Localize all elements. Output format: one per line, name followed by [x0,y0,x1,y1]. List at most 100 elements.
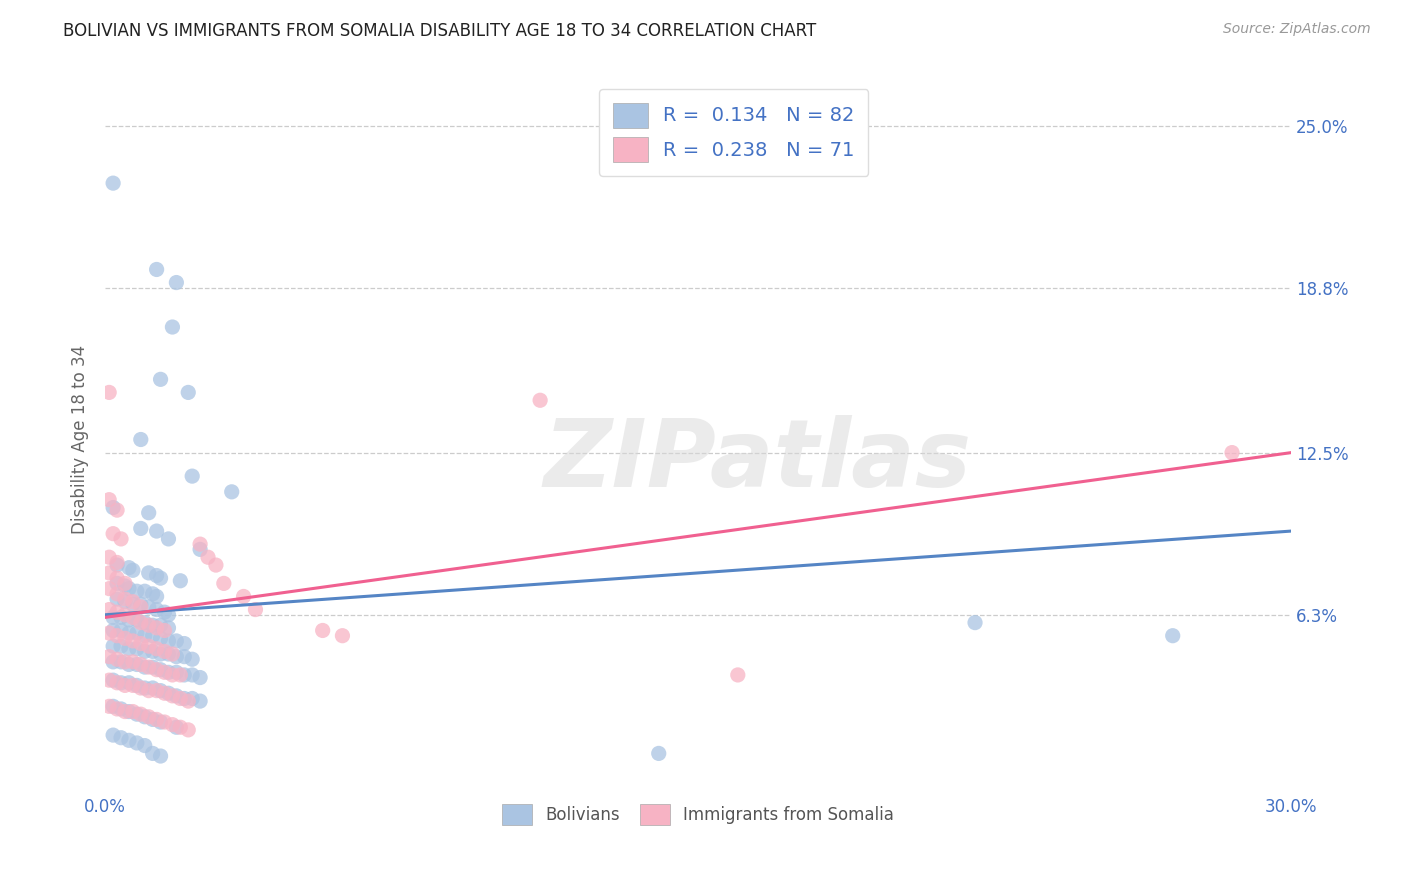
Point [165,649,187,664]
Point [145,602,167,616]
Point [188,694,211,708]
Point [118,675,141,690]
Point [118,657,141,672]
Point [205,558,228,572]
Point [181,652,204,666]
Point [142,644,165,658]
Point [125,641,148,656]
Point [177,694,200,708]
Point [177,385,200,400]
Point [138,710,160,724]
Point [129,599,152,614]
Point [145,524,167,538]
Point [165,689,187,703]
Point [129,707,152,722]
Point [105,558,128,572]
Point [122,563,145,577]
Point [153,665,176,680]
Point [125,707,148,722]
Point [101,699,124,714]
Point [648,747,671,761]
Point [101,728,124,742]
Point [110,731,132,745]
Point [529,393,551,408]
Point [138,639,160,653]
Point [134,681,156,695]
Point [105,652,128,666]
Point [118,705,141,719]
Point [105,571,128,585]
Point [114,579,136,593]
Point [98,582,121,596]
Point [129,657,152,672]
Point [157,647,180,661]
Point [114,655,136,669]
Point [169,574,191,588]
Point [134,739,156,753]
Point [110,639,132,653]
Point [122,595,145,609]
Point [169,720,191,734]
Point [110,532,132,546]
Point [129,615,152,630]
Legend: Bolivians, Immigrants from Somalia: Bolivians, Immigrants from Somalia [494,796,903,834]
Point [145,713,167,727]
Point [134,644,156,658]
Point [118,641,141,656]
Point [101,655,124,669]
Point [149,618,172,632]
Point [221,484,243,499]
Point [149,571,172,585]
Point [114,607,136,622]
Point [149,372,172,386]
Point [122,634,145,648]
Point [142,713,165,727]
Point [332,629,354,643]
Point [145,641,167,656]
Point [105,702,128,716]
Point [98,626,121,640]
Point [162,717,184,731]
Point [245,602,267,616]
Point [129,681,152,695]
Point [157,532,180,546]
Text: BOLIVIAN VS IMMIGRANTS FROM SOMALIA DISABILITY AGE 18 TO 34 CORRELATION CHART: BOLIVIAN VS IMMIGRANTS FROM SOMALIA DISA… [63,22,817,40]
Point [129,597,152,611]
Point [165,720,187,734]
Point [157,634,180,648]
Point [145,683,167,698]
Point [118,733,141,747]
Point [145,621,167,635]
Point [110,624,132,638]
Point [101,610,124,624]
Point [98,673,121,688]
Point [122,597,145,611]
Point [114,595,136,609]
Point [118,613,141,627]
Point [173,636,195,650]
Point [149,647,172,661]
Point [122,655,145,669]
Point [98,550,121,565]
Point [105,587,128,601]
Point [153,644,176,658]
Point [134,584,156,599]
Point [105,629,128,643]
Point [145,568,167,582]
Point [153,624,176,638]
Point [165,665,187,680]
Point [181,691,204,706]
Point [122,610,145,624]
Point [98,566,121,580]
Point [105,576,128,591]
Point [114,632,136,646]
Y-axis label: Disability Age 18 to 34: Disability Age 18 to 34 [72,345,89,534]
Point [157,686,180,700]
Point [98,385,121,400]
Point [145,262,167,277]
Point [181,469,204,483]
Point [125,678,148,692]
Point [134,710,156,724]
Point [157,621,180,635]
Point [1161,629,1184,643]
